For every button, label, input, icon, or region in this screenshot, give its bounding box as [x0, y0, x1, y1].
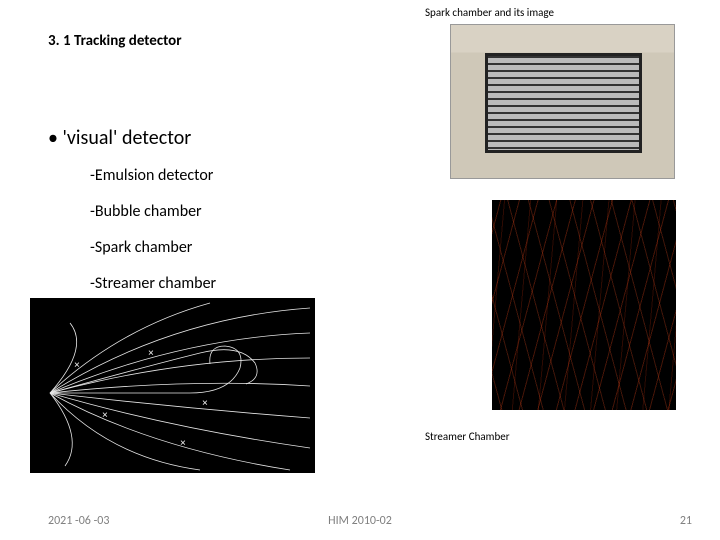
svg-text:×: × [180, 438, 186, 449]
spark-chamber-image [450, 24, 675, 179]
sub-item-spark: -Spark chamber [90, 232, 216, 264]
streamer-caption: Streamer Chamber [425, 430, 510, 443]
section-heading: 3. 1 Tracking detector [48, 32, 182, 50]
detector-sublist: -Emulsion detector -Bubble chamber -Spar… [90, 160, 216, 304]
footer-center: HIM 2010-02 [328, 514, 392, 528]
sub-item-streamer: -Streamer chamber [90, 268, 216, 300]
streamer-tracks [492, 200, 676, 410]
sub-item-emulsion: -Emulsion detector [90, 160, 216, 192]
spark-chamber-device [485, 53, 642, 153]
bubble-chamber-image: × × × × × [30, 298, 315, 473]
bullet-visual-detector: • 'visual' detector [48, 126, 191, 150]
bubble-tracks-svg: × × × × × [30, 298, 315, 473]
sub-item-bubble: -Bubble chamber [90, 196, 216, 228]
svg-text:×: × [202, 398, 208, 409]
svg-text:×: × [74, 360, 80, 371]
svg-text:×: × [102, 410, 108, 421]
spark-chamber-caption: Spark chamber and its image [425, 6, 554, 19]
footer-date: 2021 -06 -03 [48, 514, 109, 528]
svg-text:×: × [148, 348, 154, 359]
streamer-chamber-image [492, 200, 676, 410]
footer-page-number: 21 [680, 514, 692, 528]
